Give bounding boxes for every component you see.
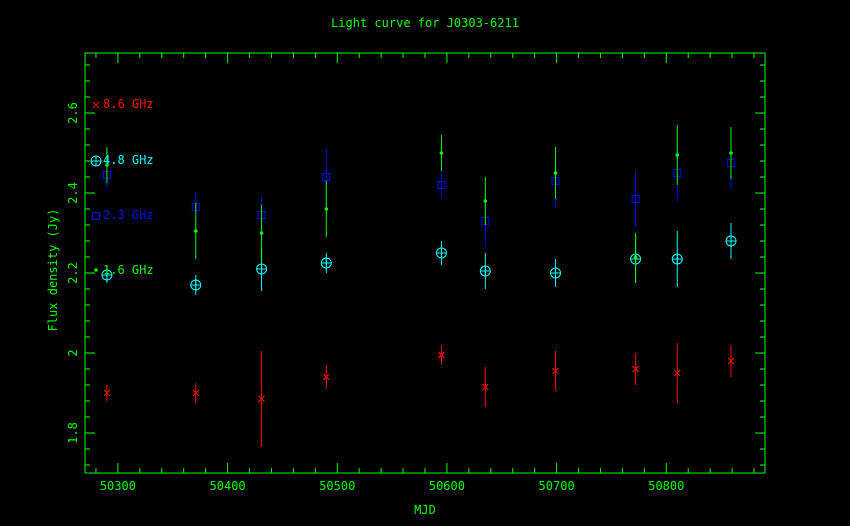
legend-marker bbox=[90, 155, 102, 167]
x-tick-label: 50300 bbox=[100, 479, 136, 493]
data-point bbox=[259, 231, 264, 235]
x-tick-label: 50700 bbox=[539, 479, 575, 493]
legend-label: 1.6 GHz bbox=[103, 263, 154, 277]
x-tick-label: 50600 bbox=[429, 479, 465, 493]
data-point bbox=[632, 365, 639, 373]
data-point bbox=[190, 279, 202, 291]
data-point bbox=[101, 269, 113, 281]
data-marks bbox=[101, 125, 737, 447]
data-point bbox=[552, 367, 559, 375]
data-point bbox=[439, 151, 444, 155]
data-point bbox=[631, 195, 640, 203]
data-point bbox=[437, 181, 446, 189]
y-tick-label: 2.2 bbox=[66, 262, 80, 284]
x-tick-label: 50400 bbox=[210, 479, 246, 493]
legend-label: 4.8 GHz bbox=[103, 153, 154, 167]
data-point bbox=[103, 389, 111, 397]
data-point bbox=[727, 357, 735, 365]
data-point bbox=[438, 351, 445, 359]
x-tick-label: 50500 bbox=[319, 479, 355, 493]
data-point bbox=[324, 207, 329, 211]
data-point bbox=[729, 151, 733, 155]
data-point bbox=[673, 369, 681, 377]
data-point bbox=[435, 247, 447, 259]
data-point bbox=[193, 229, 198, 233]
legend-marker bbox=[94, 268, 98, 272]
data-point bbox=[671, 253, 683, 265]
data-point bbox=[322, 173, 331, 181]
legend-marker bbox=[92, 101, 100, 109]
legend-marker bbox=[92, 212, 100, 220]
chart-title: Light curve for J0303-6211 bbox=[331, 16, 519, 30]
data-point bbox=[553, 171, 558, 175]
axis-ticks: 50300 50400 50500 50600 50700 50800 1.8 2 2.2 2.4… bbox=[66, 53, 765, 493]
data-point bbox=[550, 267, 562, 279]
data-point bbox=[633, 255, 638, 259]
y-tick-label: 2.6 bbox=[66, 102, 80, 124]
plot-frame bbox=[84, 52, 766, 474]
y-tick-label: 1.8 bbox=[66, 422, 80, 444]
legend-label: 2.3 GHz bbox=[103, 208, 154, 222]
y-axis-label: Flux density (Jy) bbox=[46, 209, 60, 332]
y-tick-label: 2 bbox=[66, 349, 80, 356]
y-tick-label: 2.4 bbox=[66, 182, 80, 204]
data-point bbox=[483, 199, 488, 203]
x-tick-label: 50800 bbox=[648, 479, 684, 493]
data-point bbox=[258, 395, 265, 403]
data-point bbox=[479, 265, 491, 277]
data-point bbox=[320, 257, 332, 269]
data-point bbox=[481, 383, 489, 391]
x-axis-label: MJD bbox=[414, 503, 436, 517]
data-point bbox=[192, 389, 200, 397]
data-point bbox=[256, 263, 268, 275]
legend: 8.6 GHz 4.8 GHz 2.3 GHz 1.6 GHz bbox=[90, 97, 154, 277]
data-point bbox=[675, 153, 680, 157]
data-point bbox=[105, 163, 109, 167]
data-point bbox=[725, 235, 737, 247]
legend-label: 8.6 GHz bbox=[103, 97, 154, 111]
data-point bbox=[322, 373, 330, 381]
